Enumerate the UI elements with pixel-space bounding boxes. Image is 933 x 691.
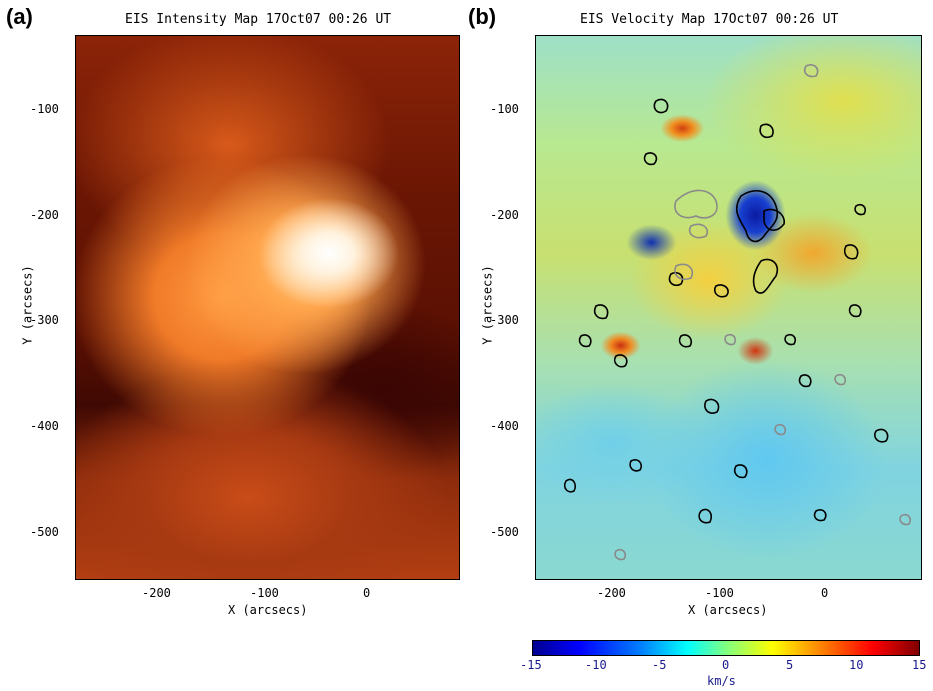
intensity-ytick-label: -300 [30, 313, 59, 327]
velocity-ytick-label: -400 [490, 419, 519, 433]
colorbar-tick-label: -15 [520, 658, 542, 672]
intensity-xtick-label: 0 [363, 586, 371, 600]
intensity-map-image [75, 35, 460, 580]
intensity-xtick-label: -100 [250, 586, 279, 600]
velocity-xtick-label: -200 [597, 586, 626, 600]
velocity-map-image [535, 35, 922, 580]
velocity-ytick-label: -500 [490, 525, 519, 539]
intensity-y-axis-label: Y (arcsecs) [20, 265, 35, 345]
colorbar-tick-label: 0 [722, 658, 730, 672]
intensity-ytick-label: -200 [30, 208, 59, 222]
intensity-ytick-label: -400 [30, 419, 59, 433]
colorbar-tick-label: -5 [652, 658, 667, 672]
intensity-ytick-label: -500 [30, 525, 59, 539]
intensity-x-axis-label: X (arcsecs) [228, 603, 308, 617]
colorbar-tick-label: 15 [912, 658, 927, 672]
velocity-contours [563, 64, 912, 561]
velocity-ytick-label: -100 [490, 102, 519, 116]
velocity-xtick-label: -100 [705, 586, 734, 600]
panel-b-label: (b) [468, 4, 497, 29]
velocity-y-axis-label: Y (arcsecs) [480, 265, 495, 345]
gray-contours [614, 64, 912, 561]
black-contours [563, 98, 889, 524]
velocity-ytick-label: -200 [490, 208, 519, 222]
colorbar-tick-label: 10 [849, 658, 864, 672]
velocity-xtick-label: 0 [821, 586, 829, 600]
colorbar-tick-label: 5 [786, 658, 794, 672]
velocity-map-title: EIS Velocity Map 17Oct07 00:26 UT [580, 12, 839, 27]
panel-a-label: (a) [6, 4, 33, 29]
intensity-xtick-label: -200 [142, 586, 171, 600]
velocity-ytick-label: -300 [490, 313, 519, 327]
velocity-x-axis-label: X (arcsecs) [688, 603, 768, 617]
intensity-ytick-label: -100 [30, 102, 59, 116]
velocity-colorbar [532, 640, 920, 656]
colorbar-unit-label: km/s [707, 674, 736, 688]
colorbar-tick-label: -10 [585, 658, 607, 672]
intensity-map-title: EIS Intensity Map 17Oct07 00:26 UT [125, 12, 392, 27]
